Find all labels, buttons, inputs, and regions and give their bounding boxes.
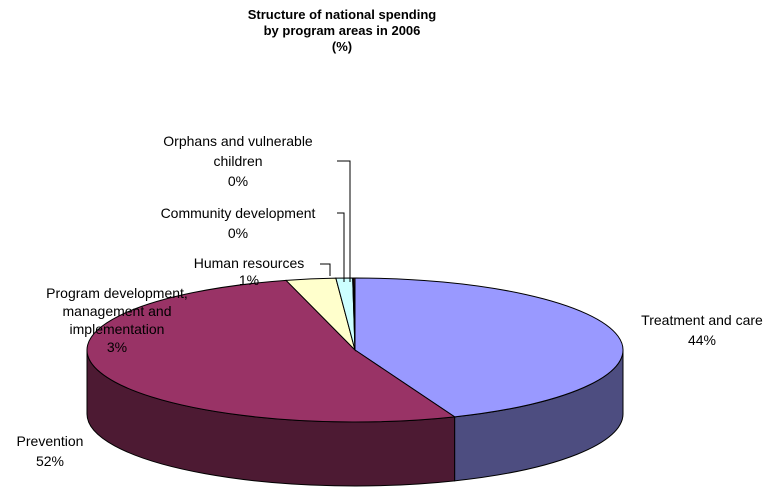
data-label-line: Program development, — [46, 285, 188, 301]
leader-line-orphans — [337, 160, 351, 282]
leader-line-community-development — [337, 212, 345, 282]
data-label-line: 3% — [107, 339, 127, 355]
data-label-line: 0% — [228, 173, 248, 189]
pie-slice — [354, 277, 624, 418]
data-label-line: Treatment and care — [641, 312, 763, 328]
chart-title-line: (%) — [332, 39, 352, 54]
data-label-line: 52% — [36, 453, 64, 469]
data-label: Orphans and vulnerable children 0% — [163, 133, 313, 189]
leader-lines — [320, 160, 351, 282]
data-label-line: 44% — [688, 332, 716, 348]
data-label-line: 0% — [228, 225, 248, 241]
data-labels: Treatment and care 44% Prevention 52% Progra… — [17, 133, 764, 469]
chart-title-line: by program areas in 2006 — [264, 23, 421, 38]
data-label-line: implementation — [70, 321, 165, 337]
data-label-line: children — [213, 153, 262, 169]
data-label: Treatment and care 44% — [641, 312, 763, 348]
data-label: Prevention 52% — [17, 433, 84, 469]
data-label-line: Prevention — [17, 433, 84, 449]
leader-line-human-resources — [320, 263, 331, 276]
pie-tops — [86, 277, 624, 423]
chart-title-line: Structure of national spending — [248, 7, 437, 22]
pie-slice — [353, 277, 356, 351]
data-label-line: Orphans and vulnerable — [163, 133, 313, 149]
data-label: Program development, management and implem… — [46, 285, 188, 355]
data-label-line: Community development — [161, 205, 316, 221]
data-label: Community development 0% — [161, 205, 316, 241]
data-label-line: 1% — [239, 272, 259, 288]
data-label-line: management and — [63, 303, 172, 319]
data-label: Human resources 1% — [194, 255, 305, 288]
pie-slice — [86, 279, 457, 423]
data-label-line: Human resources — [194, 255, 305, 271]
